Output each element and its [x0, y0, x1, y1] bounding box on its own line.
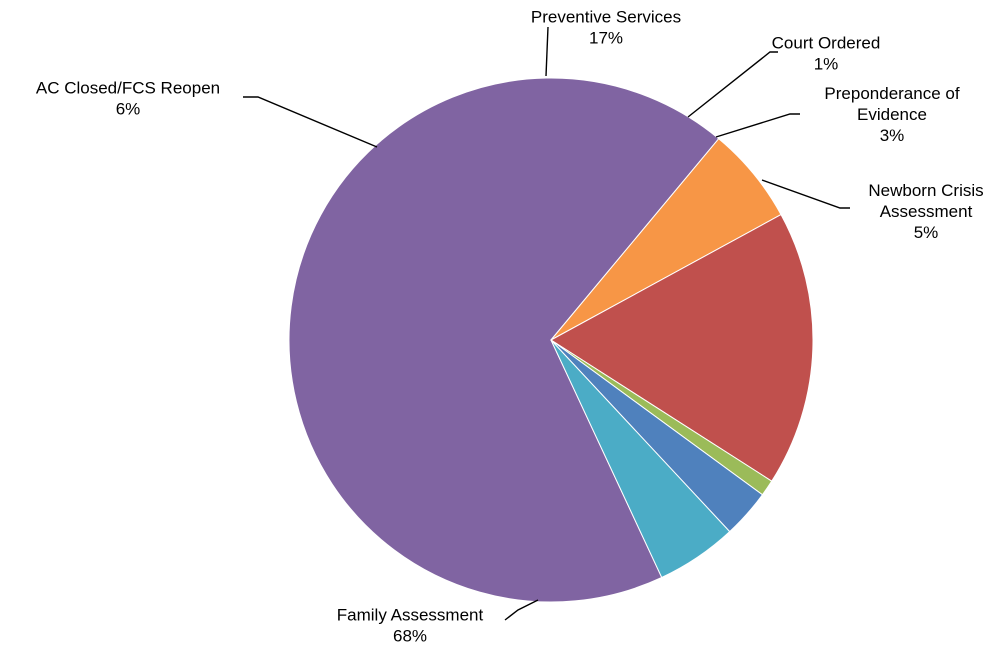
leader-line-ac-closed-fcs-reopen — [243, 96, 378, 148]
leader-line-family-assessment — [504, 599, 539, 621]
data-label-name-newborn-crisis-assessment: Assessment — [880, 202, 973, 221]
data-label-name-family-assessment: Family Assessment — [337, 606, 484, 625]
leader-line-newborn-crisis-assessment — [761, 179, 850, 209]
data-label-name-court-ordered: Court Ordered — [772, 34, 881, 53]
data-label-pct-newborn-crisis-assessment: 5% — [914, 223, 939, 242]
data-label-pct-ac-closed-fcs-reopen: 6% — [116, 100, 141, 119]
data-label-name-preponderance-of-evidence: Evidence — [857, 105, 927, 124]
data-label-pct-preponderance-of-evidence: 3% — [880, 126, 905, 145]
pie-slice-newborn-crisis-assessment — [550, 339, 731, 579]
data-label-name-preponderance-of-evidence: Preponderance of — [824, 84, 959, 103]
data-label-name-newborn-crisis-assessment: Newborn Crisis — [868, 181, 983, 200]
leader-line-preventive-services — [545, 26, 549, 77]
data-label-pct-court-ordered: 1% — [814, 55, 839, 74]
data-label-pct-preventive-services: 17% — [589, 29, 623, 48]
data-label-name-preventive-services: Preventive Services — [531, 8, 681, 27]
leader-line-court-ordered — [687, 51, 778, 118]
data-label-pct-family-assessment: 68% — [393, 627, 427, 646]
pie-slice-preventive-services — [550, 213, 814, 482]
data-label-name-ac-closed-fcs-reopen: AC Closed/FCS Reopen — [36, 79, 220, 98]
leader-line-preponderance-of-evidence — [715, 113, 800, 138]
pie-slice-family-assessment — [288, 77, 720, 603]
